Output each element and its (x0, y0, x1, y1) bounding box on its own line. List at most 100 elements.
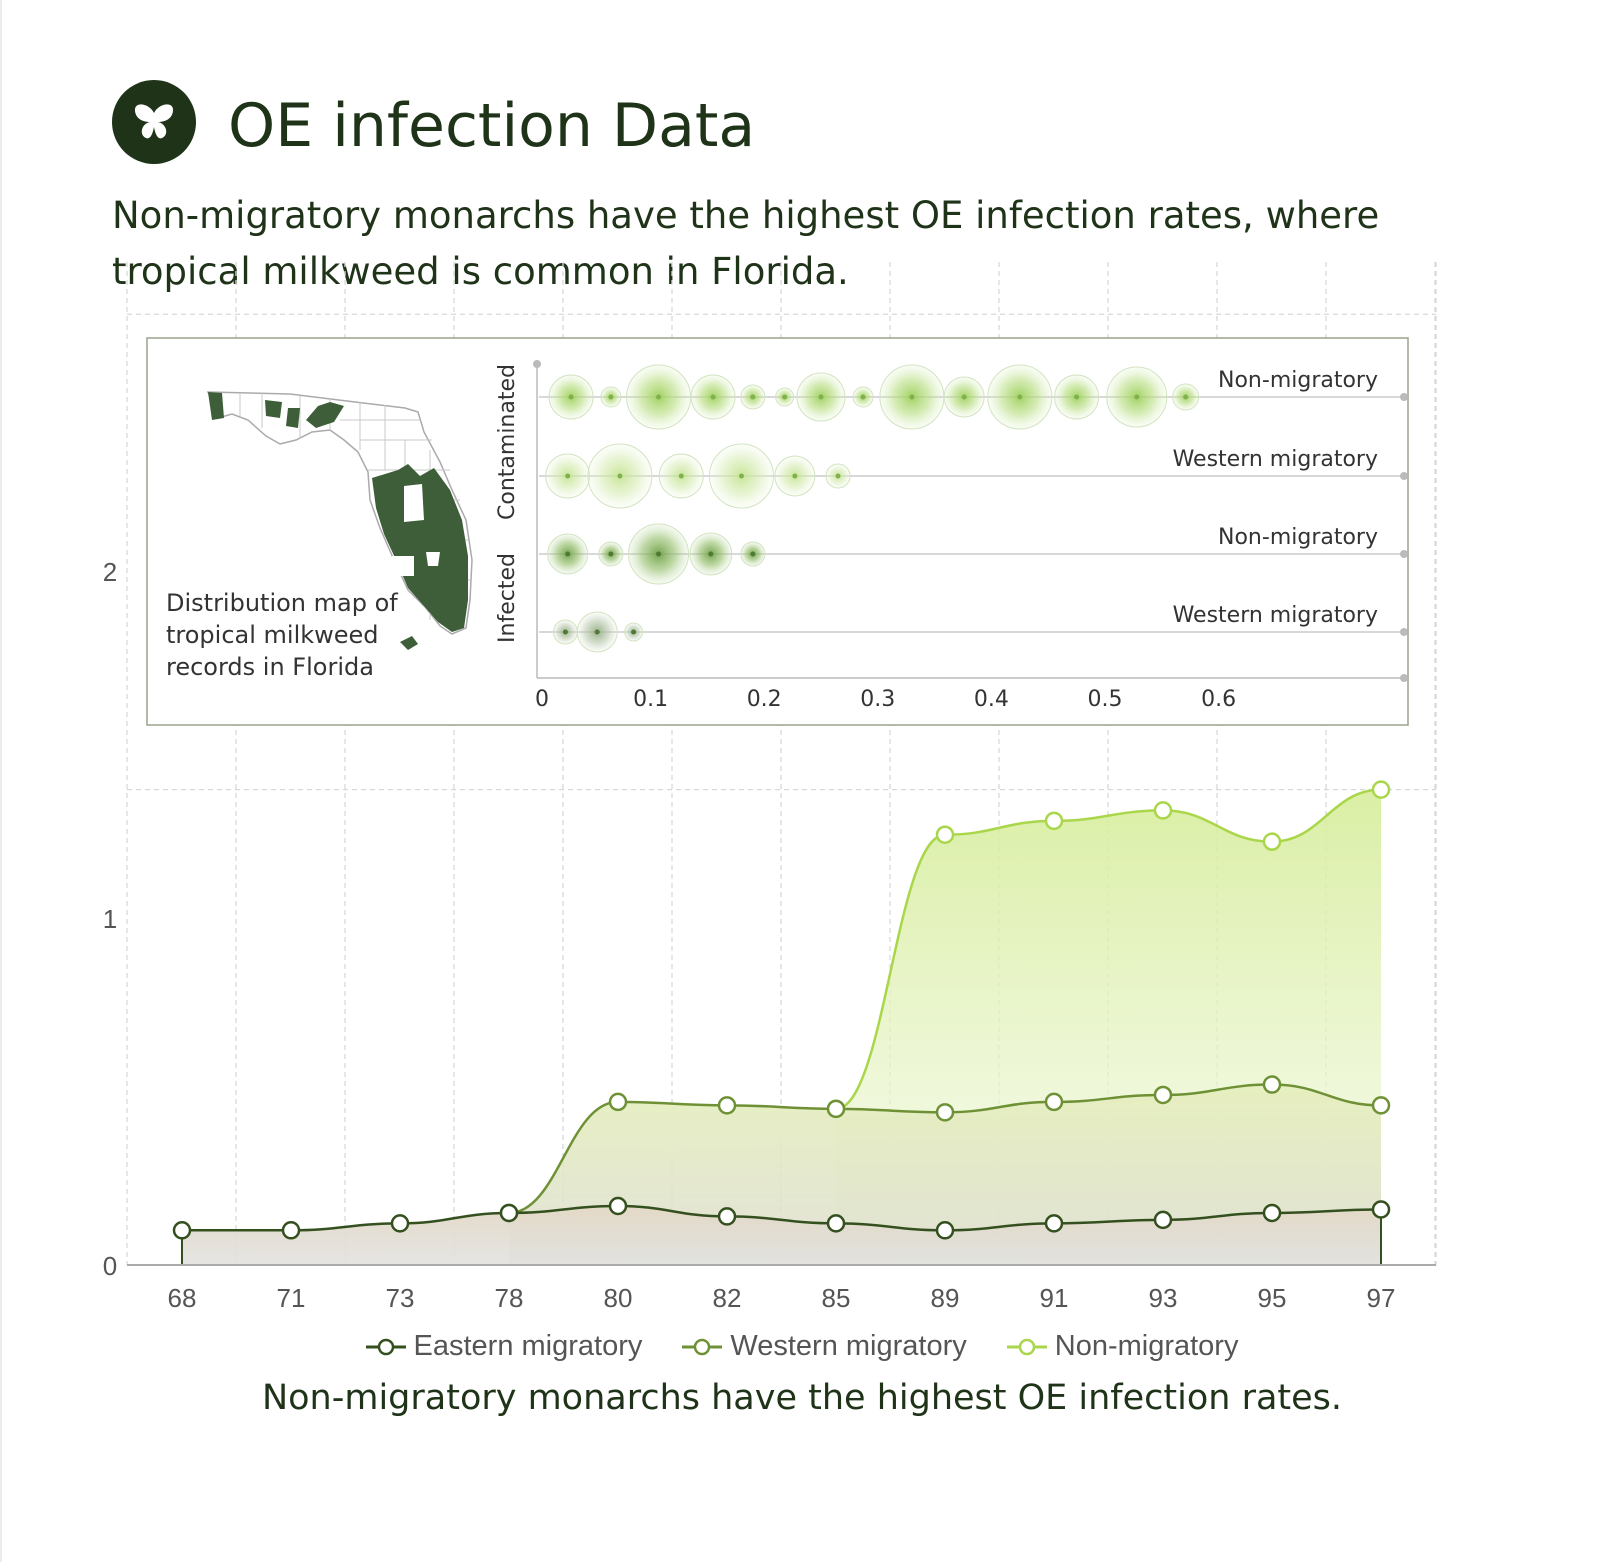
inset-row-cap (1400, 628, 1408, 636)
inset-bubble-center (708, 551, 714, 557)
group-label-infected: Infected (495, 553, 520, 643)
x-tick-label: 85 (822, 1283, 851, 1313)
point-western (1044, 1092, 1064, 1112)
y-tick-label: 0 (103, 1251, 117, 1281)
point-western (1371, 1096, 1391, 1115)
inset-axis-cap (533, 360, 541, 368)
point-eastern (608, 1196, 628, 1216)
x-tick-label: 93 (1149, 1283, 1178, 1313)
point-non-migratory (1371, 780, 1391, 799)
x-tick-label: 73 (386, 1283, 415, 1313)
legend-item-eastern: Eastern migratory (365, 1330, 643, 1363)
map-caption-line-2: tropical milkweed (166, 621, 379, 649)
area-eastern (182, 1206, 1381, 1265)
legend-marker-western (682, 1338, 723, 1355)
chart-legend: Eastern migratory Western migratory Non-… (0, 1330, 1604, 1363)
inset-bubble-center (656, 551, 662, 557)
butterfly-icon (134, 104, 174, 139)
inset-bubble-center (678, 473, 684, 479)
inset-bubble-center (1017, 394, 1023, 400)
page-title: OE infection Data (228, 91, 756, 161)
inset-x-tick-label: 0.4 (974, 687, 1009, 712)
inset-bubble-center (608, 551, 614, 557)
x-tick-label: 95 (1258, 1283, 1287, 1313)
x-tick-label: 71 (277, 1283, 306, 1313)
inset-bubble-center (631, 629, 637, 635)
point-non-migratory (1153, 801, 1173, 820)
point-eastern (1371, 1200, 1391, 1219)
point-eastern (281, 1221, 301, 1240)
inset-bubble-center (909, 394, 915, 400)
inset-bubble-center (562, 629, 568, 635)
point-eastern (826, 1214, 846, 1233)
inset-bubble-center (818, 394, 824, 400)
inset-bubble-center (594, 629, 600, 635)
legend-label-western: Western migratory (730, 1330, 967, 1362)
inset-row-label: Western migratory (1173, 603, 1378, 628)
inset-row-label: Non-migratory (1218, 368, 1378, 393)
logo-badge (112, 80, 196, 164)
point-eastern (1153, 1210, 1173, 1230)
florida-map-icon (206, 391, 473, 650)
inset-bubble-center (961, 394, 967, 400)
legend-label-non-migratory: Non-migratory (1054, 1330, 1239, 1362)
x-tick-label: 82 (713, 1283, 742, 1313)
legend-marker-non-migratory (1006, 1338, 1047, 1355)
inset-row-cap (1400, 550, 1408, 558)
x-tick-label: 91 (1040, 1283, 1069, 1313)
legend-item-western: Western migratory (682, 1330, 967, 1363)
point-eastern (1262, 1203, 1282, 1223)
map-caption-line-1: Distribution map of (166, 589, 398, 617)
point-eastern (717, 1207, 737, 1226)
inset-row-cap (1400, 472, 1408, 480)
inset-bubble-center (1183, 394, 1189, 400)
legend-marker-eastern (365, 1338, 406, 1355)
point-non-migratory (1262, 832, 1282, 851)
inset-bubble-center (738, 473, 744, 479)
inset-bubble-center (792, 473, 798, 479)
legend-item-non-migratory: Non-migratory (1006, 1330, 1239, 1363)
inset-row-label: Non-migratory (1218, 525, 1378, 550)
page-subtitle: Non-migratory monarchs have the highest … (112, 194, 1380, 293)
inset-bubble-center (656, 394, 662, 400)
page-left-rule (0, 0, 2, 1562)
point-eastern (499, 1203, 519, 1223)
inset-bubble-center (608, 394, 614, 400)
inset-row-cap (1400, 393, 1408, 401)
inset-x-tick-label: 0.3 (860, 687, 895, 712)
inset-bubble-center (782, 394, 788, 400)
y-tick-label: 1 (103, 904, 117, 934)
inset-x-tick-label: 0.2 (747, 687, 782, 712)
inset-bubble-center (750, 551, 756, 557)
point-non-migratory (1044, 811, 1064, 831)
point-eastern (935, 1221, 955, 1240)
inset-bubble-center (710, 394, 716, 400)
inset-row-label: Western migratory (1173, 447, 1378, 472)
inset-x-tick-label: 0.1 (633, 687, 668, 712)
x-tick-label: 89 (931, 1283, 960, 1313)
x-tick-label: 80 (604, 1283, 633, 1313)
inset-bubble-center (617, 473, 623, 479)
inset-x-tick-label: 0.5 (1088, 687, 1123, 712)
inset-bubble-center (565, 551, 571, 557)
inset-bubble-center (565, 473, 571, 479)
inset-bubble-center (860, 394, 866, 400)
x-tick-label: 78 (495, 1283, 524, 1313)
inset-x-tick-label: 0 (535, 687, 549, 712)
line-eastern (182, 1204, 1382, 1232)
point-western (1153, 1085, 1173, 1105)
point-western (717, 1096, 737, 1115)
point-non-migratory (935, 825, 955, 844)
x-tick-label: 68 (168, 1283, 197, 1313)
inset-bubble-center (1074, 394, 1080, 400)
group-label-contaminated: Contaminated (495, 364, 520, 520)
inset-bubble-center (835, 473, 841, 479)
x-tick-label: 97 (1367, 1283, 1396, 1313)
point-western (826, 1099, 846, 1119)
point-eastern (1044, 1214, 1064, 1233)
legend-label-eastern: Eastern migratory (413, 1330, 643, 1362)
inset-axis-cap (1400, 674, 1408, 682)
point-western (1262, 1075, 1282, 1094)
inset-bubble-center (750, 394, 756, 400)
